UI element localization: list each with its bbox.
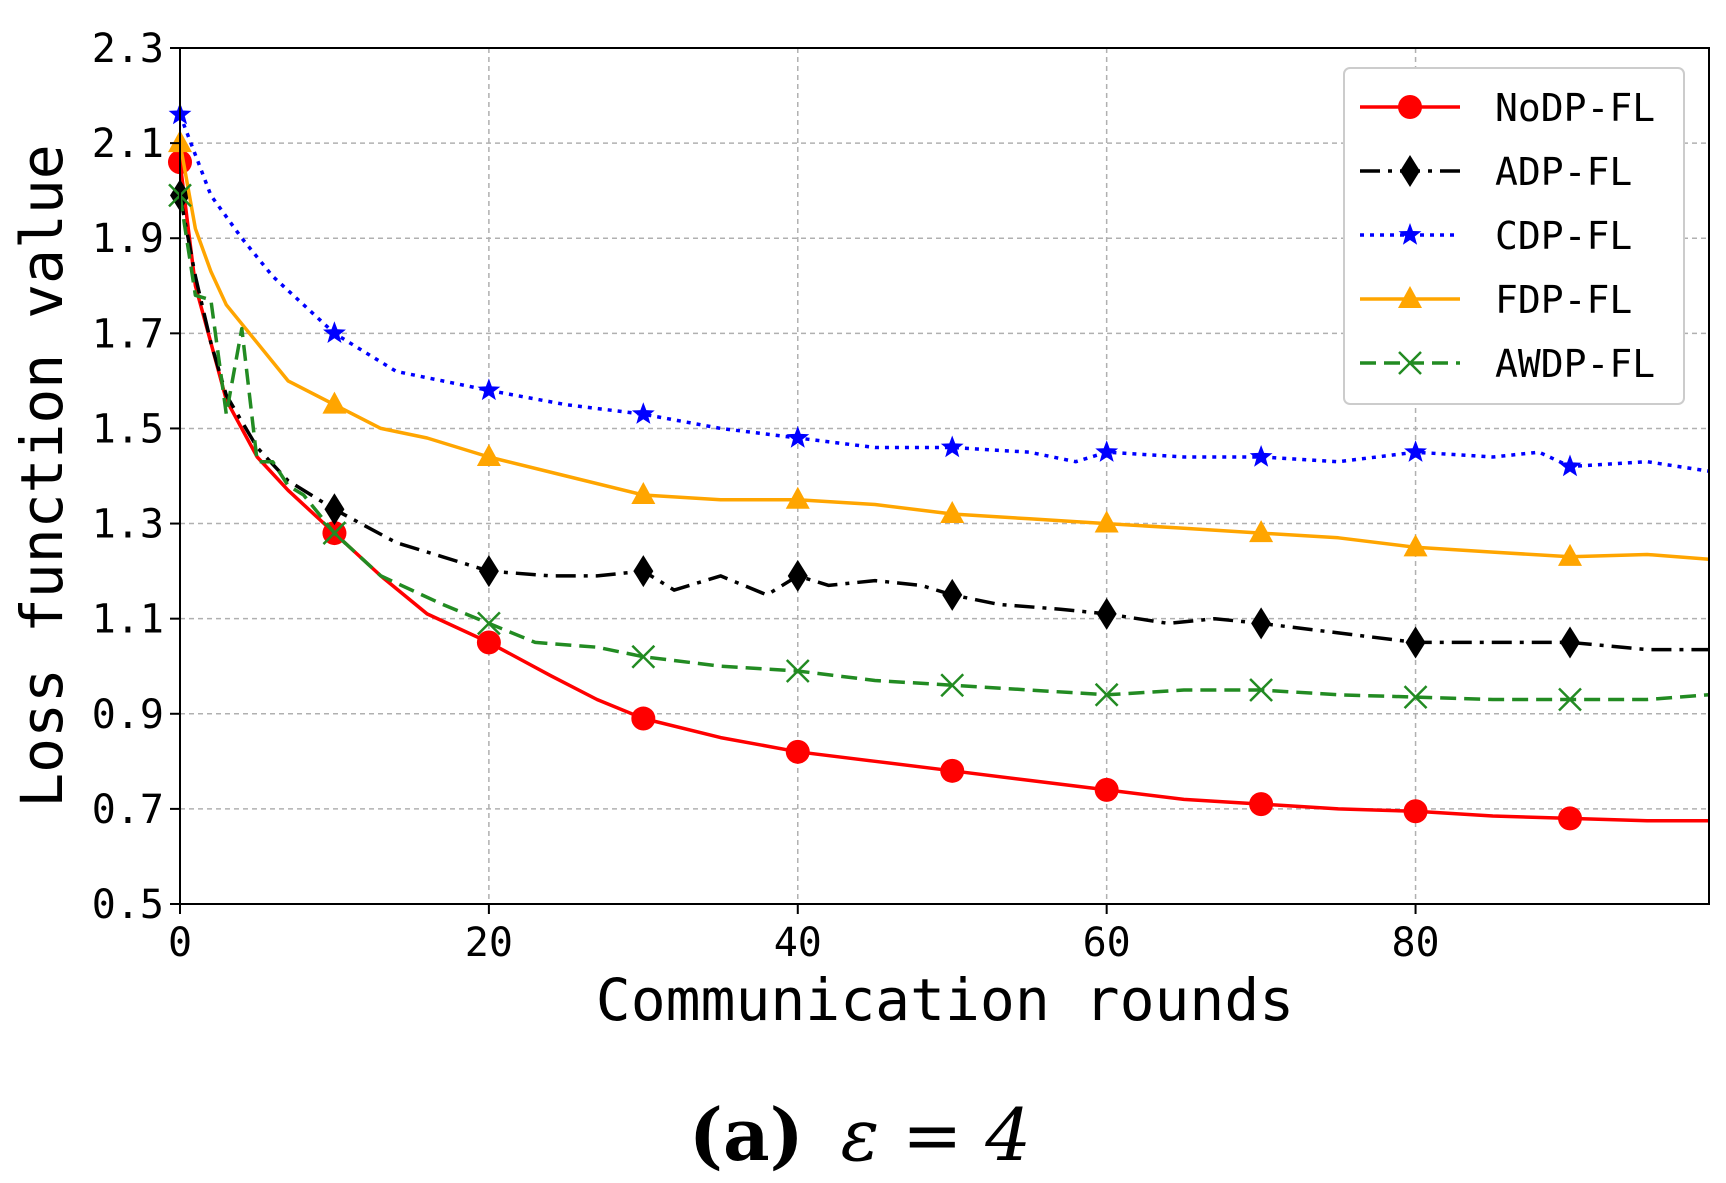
y-tick-label: 1.5 [92, 406, 164, 452]
data-point-cdp-fl [786, 426, 810, 448]
y-tick-label: 2.3 [92, 26, 164, 72]
legend-marker-fdp-fl [1398, 286, 1422, 308]
data-point-cdp-fl [477, 378, 501, 401]
y-tick-label: 1.3 [92, 502, 164, 548]
x-tick-label: 80 [1391, 920, 1439, 966]
data-point-awdp-fl [322, 521, 347, 545]
data-point-awdp-fl [1403, 685, 1428, 710]
data-point-fdp-fl [1403, 534, 1428, 557]
legend-marker-cdp-fl [1398, 223, 1422, 245]
legend-label-nodp-fl: NoDP-FL [1495, 86, 1655, 130]
data-point-fdp-fl [631, 482, 656, 505]
legend-label-adp-fl: ADP-FL [1495, 150, 1632, 194]
data-point-cdp-fl [1404, 440, 1427, 462]
data-point-fdp-fl [1094, 510, 1119, 533]
legend-label-cdp-fl: CDP-FL [1495, 214, 1632, 258]
data-point-nodp-fl [940, 758, 965, 783]
data-point-cdp-fl [323, 321, 346, 343]
data-point-nodp-fl [785, 739, 810, 764]
data-point-adp-fl [478, 555, 499, 588]
data-point-nodp-fl [1558, 806, 1582, 831]
data-point-fdp-fl [1249, 520, 1274, 543]
legend-marker-nodp-fl [1398, 95, 1422, 119]
y-tick-label: 1.9 [92, 216, 164, 262]
x-tick-label: 40 [774, 920, 822, 966]
series-line-cdp-fl [178, 113, 1710, 473]
y-axis-label: Loss function value [8, 144, 76, 807]
legend-box [1343, 67, 1685, 405]
legend-marker-awdp-fl [1398, 351, 1422, 375]
data-point-adp-fl [1096, 597, 1117, 630]
data-point-adp-fl [787, 559, 808, 592]
x-tick-label: 60 [1083, 920, 1131, 966]
data-point-adp-fl [324, 493, 345, 526]
legend-label-fdp-fl: FDP-FL [1495, 278, 1632, 322]
data-point-nodp-fl [631, 706, 656, 731]
caption: (a) ε = 4 [689, 1092, 1031, 1177]
data-point-awdp-fl [1558, 687, 1582, 712]
data-point-fdp-fl [322, 391, 347, 414]
caption-formula: ε = 4 [841, 1093, 1032, 1177]
x-axis-label: Communication rounds [596, 966, 1294, 1034]
y-tick-label: 2.1 [92, 121, 164, 167]
data-point-cdp-fl [1558, 454, 1582, 477]
legend-marker-adp-fl [1400, 155, 1420, 187]
data-point-fdp-fl [785, 486, 810, 509]
y-tick-label: 0.7 [92, 787, 164, 833]
y-tick-label: 1.1 [92, 597, 164, 643]
series-group [168, 102, 1710, 831]
series-line-fdp-fl [178, 142, 1710, 561]
data-point-cdp-fl [1095, 440, 1119, 462]
series-line-nodp-fl [178, 161, 1709, 823]
data-point-awdp-fl [1249, 678, 1273, 702]
caption-label: (a) [689, 1092, 804, 1177]
data-point-cdp-fl [631, 402, 655, 424]
data-point-cdp-fl [1249, 445, 1273, 467]
y-tick-label: 1.7 [92, 311, 164, 357]
data-point-nodp-fl [1249, 792, 1274, 817]
x-tick-label: 20 [465, 920, 513, 966]
data-point-nodp-fl [476, 630, 501, 655]
data-point-adp-fl [633, 555, 654, 588]
plot-frame [179, 47, 1710, 905]
data-point-awdp-fl [785, 659, 810, 683]
y-tick-label: 0.9 [92, 692, 164, 738]
data-point-fdp-fl [940, 501, 965, 524]
x-tick-label: 0 [168, 920, 192, 966]
data-point-adp-fl [1560, 626, 1580, 659]
data-point-fdp-fl [1558, 543, 1582, 566]
data-point-awdp-fl [940, 673, 965, 698]
data-point-cdp-fl [940, 435, 964, 458]
series-line-awdp-fl [178, 195, 1710, 702]
data-point-adp-fl [1251, 607, 1272, 640]
data-point-awdp-fl [1094, 682, 1119, 707]
legend: NoDP-FL ADP-FL CDP-FL FDP-FL AWDP-FL [1343, 67, 1685, 405]
data-point-awdp-fl [631, 644, 656, 669]
legend-label-awdp-fl: AWDP-FL [1495, 342, 1655, 386]
data-point-adp-fl [942, 578, 963, 611]
data-point-nodp-fl [1403, 799, 1428, 824]
axes [170, 47, 1417, 914]
data-point-adp-fl [1405, 626, 1426, 659]
data-point-awdp-fl [477, 611, 501, 636]
data-point-nodp-fl [1094, 777, 1119, 802]
data-point-fdp-fl [476, 443, 501, 466]
y-tick-label: 0.5 [92, 882, 164, 928]
tick-labels: 0.5 0.7 0.9 1.1 1.3 1.5 1.7 1.9 2.1 2.3 0 20 40 60 80 [92, 26, 1440, 966]
